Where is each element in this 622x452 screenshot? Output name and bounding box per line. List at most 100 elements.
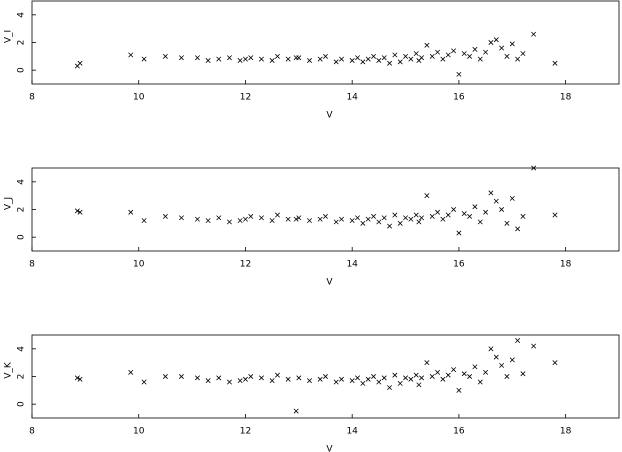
data-point: [403, 375, 409, 381]
data-point: [141, 379, 147, 385]
data-point: [77, 60, 83, 66]
x-tick-label: 12: [240, 427, 251, 437]
data-point: [205, 378, 211, 384]
data-point: [493, 354, 499, 360]
data-point: [360, 59, 366, 65]
data-point: [381, 55, 387, 61]
data-point: [365, 376, 371, 382]
data-point: [403, 53, 409, 59]
data-point: [509, 195, 515, 201]
data-point: [339, 376, 344, 382]
data-point: [194, 55, 200, 61]
data-point: [381, 215, 387, 221]
y-tick-label: 4: [17, 346, 27, 352]
y-tick-label: 0: [17, 234, 27, 240]
x-tick-label: 18: [560, 260, 572, 270]
plot-frame: [31, 0, 620, 85]
y-tick-label: 2: [17, 374, 27, 380]
data-point: [178, 374, 184, 379]
data-point: [483, 209, 489, 215]
data-point: [317, 216, 323, 222]
data-point: [349, 218, 355, 224]
data-point: [499, 207, 505, 212]
data-point: [515, 226, 521, 232]
data-point: [323, 374, 328, 379]
data-point: [504, 220, 510, 226]
data-point: [307, 378, 312, 384]
data-point: [242, 216, 248, 222]
data-point: [285, 216, 291, 222]
data-point: [435, 209, 441, 215]
data-point: [440, 56, 446, 62]
data-point: [371, 53, 377, 59]
data-point: [387, 60, 393, 66]
data-point: [467, 213, 473, 219]
x-tick-label: 16: [453, 93, 465, 103]
data-point: [285, 376, 291, 382]
data-point: [360, 220, 366, 226]
data-point: [226, 219, 232, 225]
data-point: [483, 369, 489, 375]
data-point: [477, 379, 483, 385]
data-point: [141, 218, 147, 224]
data-point: [440, 376, 446, 382]
data-point: [408, 216, 414, 222]
data-point: [515, 56, 521, 62]
x-tick-label: 18: [560, 427, 572, 437]
data-point: [258, 56, 264, 62]
data-point: [520, 51, 526, 57]
data-point: [435, 49, 441, 55]
data-point: [296, 215, 302, 221]
data-point: [531, 31, 537, 37]
data-point: [376, 379, 382, 385]
data-point: [413, 372, 419, 378]
data-point: [293, 55, 299, 61]
data-point: [77, 209, 83, 215]
x-tick-label: 8: [29, 260, 35, 270]
data-point: [216, 56, 222, 62]
y-axis-label: V_J: [4, 197, 14, 210]
data-point: [349, 378, 355, 384]
data-point: [520, 213, 526, 219]
data-point: [429, 213, 435, 219]
data-point: [349, 58, 355, 63]
data-point: [397, 380, 403, 386]
data-point: [397, 59, 403, 65]
data-point: [307, 218, 312, 224]
data-point: [467, 53, 473, 59]
data-point: [333, 219, 339, 225]
x-tick-label: 16: [453, 427, 465, 437]
data-point: [408, 376, 414, 382]
data-point: [467, 374, 473, 379]
data-point: [365, 56, 371, 62]
data-point: [416, 58, 422, 63]
data-point: [141, 56, 147, 62]
x-tick-label: 14: [346, 427, 358, 437]
data-point: [504, 53, 510, 59]
data-point: [461, 211, 467, 217]
data-point: [274, 212, 280, 218]
data-point: [408, 56, 414, 62]
data-point: [461, 51, 467, 57]
data-point: [178, 55, 184, 61]
data-point: [419, 215, 425, 221]
data-point: [307, 58, 312, 63]
data-point: [456, 71, 462, 77]
data-point: [493, 37, 499, 43]
data-point: [483, 49, 489, 55]
data-point: [413, 212, 419, 218]
data-point: [339, 56, 344, 62]
data-point: [237, 218, 243, 224]
data-point: [456, 387, 462, 393]
y-tick-label: 0: [17, 67, 27, 73]
data-point: [162, 374, 168, 379]
data-point: [293, 408, 299, 414]
data-point: [552, 60, 558, 66]
data-point: [365, 216, 371, 222]
data-point: [451, 207, 457, 212]
data-point: [285, 56, 291, 62]
y-tick-label: 0: [17, 401, 27, 407]
data-point: [392, 372, 398, 378]
data-point: [237, 378, 243, 384]
data-point: [355, 55, 361, 61]
